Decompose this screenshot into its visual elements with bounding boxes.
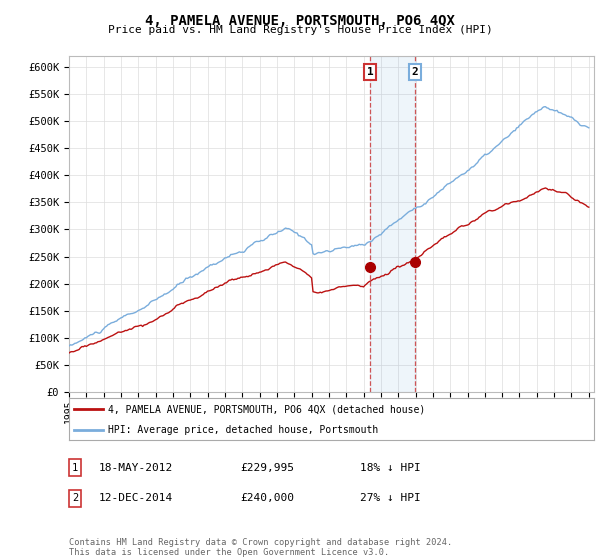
Text: 4, PAMELA AVENUE, PORTSMOUTH, PO6 4QX: 4, PAMELA AVENUE, PORTSMOUTH, PO6 4QX: [145, 14, 455, 28]
Text: Price paid vs. HM Land Registry's House Price Index (HPI): Price paid vs. HM Land Registry's House …: [107, 25, 493, 35]
Text: Contains HM Land Registry data © Crown copyright and database right 2024.
This d: Contains HM Land Registry data © Crown c…: [69, 538, 452, 557]
Text: 27% ↓ HPI: 27% ↓ HPI: [360, 493, 421, 503]
Text: 1: 1: [367, 67, 373, 77]
Text: 2: 2: [72, 493, 78, 503]
Bar: [370, 56, 415, 392]
Text: 12-DEC-2014: 12-DEC-2014: [99, 493, 173, 503]
Text: 2: 2: [411, 67, 418, 77]
Text: 4, PAMELA AVENUE, PORTSMOUTH, PO6 4QX (detached house): 4, PAMELA AVENUE, PORTSMOUTH, PO6 4QX (d…: [109, 404, 425, 414]
Text: 1: 1: [72, 463, 78, 473]
Text: HPI: Average price, detached house, Portsmouth: HPI: Average price, detached house, Port…: [109, 426, 379, 435]
Text: £229,995: £229,995: [240, 463, 294, 473]
Text: £240,000: £240,000: [240, 493, 294, 503]
Text: 18-MAY-2012: 18-MAY-2012: [99, 463, 173, 473]
Text: 18% ↓ HPI: 18% ↓ HPI: [360, 463, 421, 473]
